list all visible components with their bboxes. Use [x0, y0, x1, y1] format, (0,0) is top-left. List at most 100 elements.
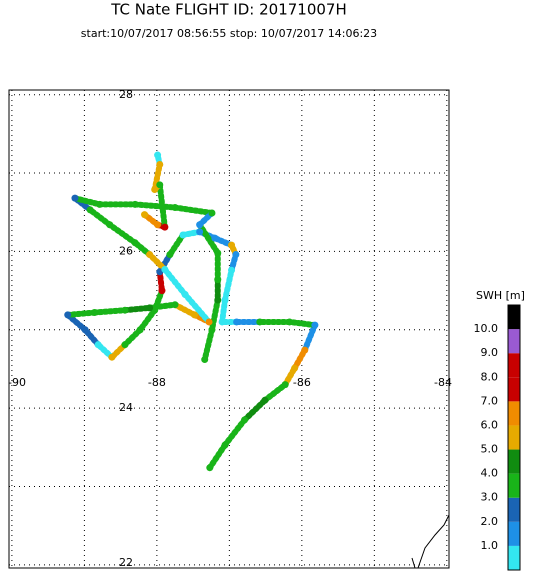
- track-segment: [106, 221, 139, 246]
- colorbar-frame: [507, 304, 521, 571]
- chart-subtitle: start:10/07/2017 08:56:55 stop: 10/07/20…: [81, 27, 377, 40]
- track-point: [286, 318, 294, 326]
- colorbar-band: [508, 401, 520, 426]
- track-point: [141, 211, 149, 219]
- track-point: [121, 306, 129, 314]
- track-point: [166, 251, 174, 259]
- track-point: [86, 206, 94, 214]
- track-segment: [171, 204, 215, 217]
- track-segment: [206, 441, 229, 471]
- track-point: [146, 251, 154, 259]
- track-point: [301, 346, 309, 354]
- lat-tick-label: 26: [119, 244, 133, 257]
- track-segment: [161, 266, 189, 298]
- track-point: [256, 318, 264, 326]
- track-segment: [261, 381, 289, 404]
- track-point: [228, 266, 236, 274]
- colorbar-band: [508, 545, 520, 570]
- track-point: [232, 251, 240, 259]
- lat-tick-label: 24: [119, 401, 133, 414]
- track-segment: [286, 318, 318, 329]
- track-point: [94, 341, 102, 349]
- track-point: [171, 301, 179, 309]
- track-point: [181, 291, 189, 299]
- track-segment: [208, 297, 221, 333]
- track-point: [131, 239, 139, 247]
- track-segment: [166, 231, 186, 258]
- track-segment: [87, 206, 113, 228]
- coastline: [411, 514, 450, 569]
- track-point: [196, 221, 204, 229]
- lon-tick-label: -88: [148, 376, 166, 389]
- colorbar-tick-label: 5.0: [481, 443, 499, 456]
- track-segment: [171, 301, 198, 318]
- chart-title: TC Nate FLIGHT ID: 20171007H: [110, 1, 346, 19]
- track-segment: [222, 416, 248, 448]
- track-point: [211, 234, 219, 242]
- track-point: [146, 304, 154, 312]
- colorbar-tick-label: 3.0: [481, 491, 499, 504]
- track-point: [218, 318, 226, 326]
- track-segment: [196, 221, 221, 256]
- track-point: [311, 321, 319, 329]
- track-point: [131, 200, 139, 208]
- track-segment: [156, 181, 168, 231]
- track-point: [221, 296, 229, 304]
- track-segment: [121, 304, 153, 314]
- track-point: [205, 318, 213, 326]
- track-point: [208, 209, 216, 217]
- colorbar-band: [508, 425, 520, 450]
- track-point: [154, 221, 162, 229]
- track-point: [261, 396, 269, 404]
- track-point: [171, 204, 179, 212]
- colorbar-tick-label: 2.0: [481, 515, 499, 528]
- track-point: [281, 381, 289, 389]
- track-segment: [301, 322, 318, 354]
- track-segment: [64, 309, 98, 318]
- track-point: [161, 265, 169, 273]
- track-segment: [222, 267, 235, 304]
- track-point: [228, 241, 236, 249]
- track-point: [161, 223, 169, 231]
- lat-tick-label: 22: [119, 556, 133, 569]
- track-point: [121, 341, 129, 349]
- track-point: [206, 464, 214, 472]
- lon-tick-label: -86: [293, 376, 311, 389]
- track-point: [81, 326, 89, 334]
- track-point: [96, 200, 104, 208]
- colorbar-label: SWH [m]: [476, 289, 525, 302]
- track-point: [158, 287, 166, 295]
- colorbar-tick-label: 9.0: [481, 346, 499, 359]
- track-segment: [201, 326, 215, 363]
- colorbar-tick-label: 8.0: [481, 370, 499, 383]
- colorbar-band: [508, 473, 520, 498]
- track-point: [154, 151, 162, 159]
- track-segment: [219, 297, 229, 325]
- track-point: [136, 326, 144, 334]
- lat-tick-label: 28: [119, 88, 133, 101]
- track-point: [156, 181, 164, 189]
- track-segment: [241, 397, 268, 423]
- track-point: [233, 318, 241, 326]
- track-point: [241, 416, 249, 424]
- track-point: [108, 353, 116, 361]
- track-point: [191, 311, 199, 319]
- track-segment: [137, 307, 158, 333]
- track-point: [214, 276, 222, 284]
- track-point: [71, 194, 79, 202]
- track-point: [201, 356, 209, 364]
- track-point: [151, 186, 159, 194]
- colorbar-band: [508, 521, 520, 546]
- colorbar-band: [508, 329, 520, 354]
- lon-tick-label: -84: [434, 376, 452, 389]
- colorbar-band: [508, 353, 520, 378]
- track-segment: [132, 201, 178, 211]
- track-point: [179, 231, 187, 239]
- track-segment: [121, 326, 144, 348]
- track-point: [196, 228, 204, 236]
- track-segment: [182, 291, 213, 325]
- track-segment: [91, 307, 128, 316]
- track-point: [106, 221, 114, 229]
- track-segment: [71, 195, 103, 208]
